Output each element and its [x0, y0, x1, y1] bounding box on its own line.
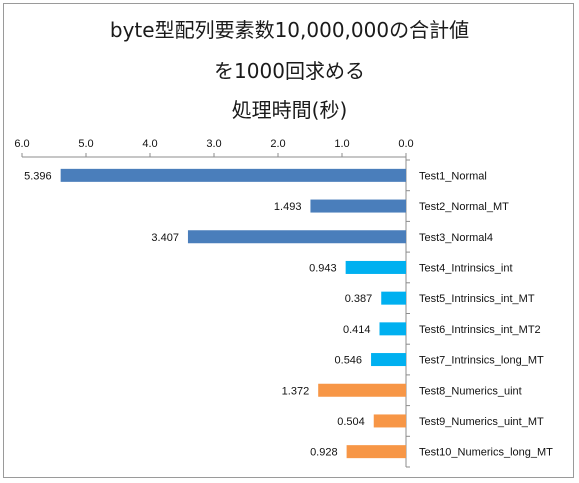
x-tick-label: 3.0 — [206, 138, 221, 150]
bar — [60, 168, 406, 182]
x-tick-label: 0.0 — [398, 138, 413, 150]
x-tick-label: 5.0 — [78, 138, 93, 150]
data-label: 0.414 — [343, 324, 371, 336]
bar — [345, 260, 406, 274]
category-label: Test9_Numerics_uint_MT — [419, 416, 544, 428]
bar — [379, 322, 406, 336]
data-label: 0.387 — [345, 293, 373, 305]
bar — [346, 445, 406, 459]
category-label: Test4_Intrinsics_int — [419, 262, 513, 274]
data-label: 1.372 — [282, 385, 310, 397]
bar — [310, 199, 406, 213]
data-label: 3.407 — [151, 232, 179, 244]
data-label: 1.493 — [274, 201, 302, 213]
bar — [373, 414, 406, 428]
category-label: Test6_Intrinsics_int_MT2 — [419, 324, 541, 336]
chart-title-line-3: 処理時間(秒) — [231, 98, 348, 122]
category-label: Test7_Intrinsics_long_MT — [419, 355, 544, 367]
x-tick-label: 4.0 — [142, 138, 157, 150]
category-label: Test8_Numerics_uint — [419, 385, 522, 397]
category-label: Test3_Normal4 — [419, 232, 493, 244]
chart-title-line-1: byte型配列要素数10,000,000の合計値 — [109, 18, 470, 42]
category-label: Test5_Intrinsics_int_MT — [419, 293, 535, 305]
data-label: 0.928 — [310, 447, 338, 459]
x-tick-label: 2.0 — [270, 138, 285, 150]
x-tick-label: 1.0 — [334, 138, 349, 150]
data-label: 0.504 — [337, 416, 365, 428]
bar — [381, 291, 406, 305]
category-label: Test2_Normal_MT — [419, 201, 509, 213]
bar — [187, 230, 406, 244]
data-label: 0.546 — [335, 355, 363, 367]
bar — [318, 383, 406, 397]
data-label: 5.396 — [24, 170, 52, 182]
data-label: 0.943 — [309, 262, 337, 274]
x-tick-label: 6.0 — [14, 138, 29, 150]
category-label: Test1_Normal — [419, 170, 487, 182]
chart-title-line-2: を1000回求める — [214, 59, 365, 83]
category-label: Test10_Numerics_long_MT — [419, 447, 553, 459]
bar — [371, 353, 406, 367]
